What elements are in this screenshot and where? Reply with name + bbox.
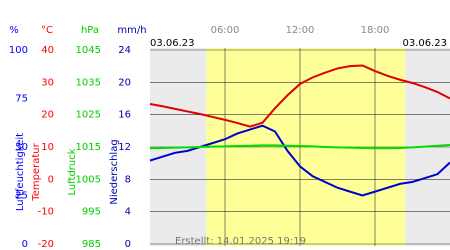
y-tick-label: 40: [41, 45, 54, 56]
series-line: [149, 64, 450, 128]
y-tick-label: 8: [125, 174, 131, 185]
y-tick-label: 30: [41, 77, 54, 88]
y-tick-label: 25: [15, 191, 28, 202]
axis-unit: %: [9, 25, 19, 36]
axis-title: Luftfeuchtigkeit: [15, 133, 26, 211]
y-tick-label: 1045: [76, 45, 101, 56]
y-tick-label: 995: [82, 207, 101, 218]
y-tick-label: 12: [118, 142, 131, 153]
y-tick-label: 0: [22, 239, 28, 250]
axis-title: Niederschlag: [109, 139, 120, 204]
y-tick-label: -10: [38, 207, 54, 218]
y-tick-label: 0: [125, 239, 131, 250]
footer: Erstellt: 14.01.2025 19:19: [175, 236, 306, 247]
date-left: 03.06.23: [150, 38, 195, 49]
axis-unit: hPa: [81, 25, 99, 36]
y-tick-label: 0: [48, 174, 54, 185]
axis-title: Luftdruck: [67, 148, 78, 195]
y-tick-label: 1015: [76, 142, 101, 153]
y-tick-label: 100: [9, 45, 28, 56]
y-tick-label: 4: [125, 207, 131, 218]
y-tick-label: 1035: [76, 77, 101, 88]
y-tick-label: 985: [82, 239, 101, 250]
date-right: 03.06.23: [402, 38, 447, 49]
x-tick-label: 12:00: [286, 25, 315, 36]
axis-unit: °C: [41, 25, 53, 36]
y-tick-label: 50: [15, 142, 28, 153]
y-tick-label: 24: [118, 45, 131, 56]
y-tick-label: 20: [118, 77, 131, 88]
axis-unit: mm/h: [117, 25, 146, 36]
y-tick-label: 1005: [76, 174, 101, 185]
y-tick-label: 20: [41, 110, 54, 121]
y-tick-label: 1025: [76, 110, 101, 121]
x-tick-label: 06:00: [211, 25, 240, 36]
series-line: [149, 144, 450, 150]
axis-title: Temperatur: [31, 142, 42, 201]
y-tick-label: 16: [118, 110, 131, 121]
y-tick-label: 10: [41, 142, 54, 153]
y-tick-label: -20: [38, 239, 54, 250]
x-tick-label: 18:00: [361, 25, 390, 36]
y-tick-label: 75: [15, 94, 28, 105]
